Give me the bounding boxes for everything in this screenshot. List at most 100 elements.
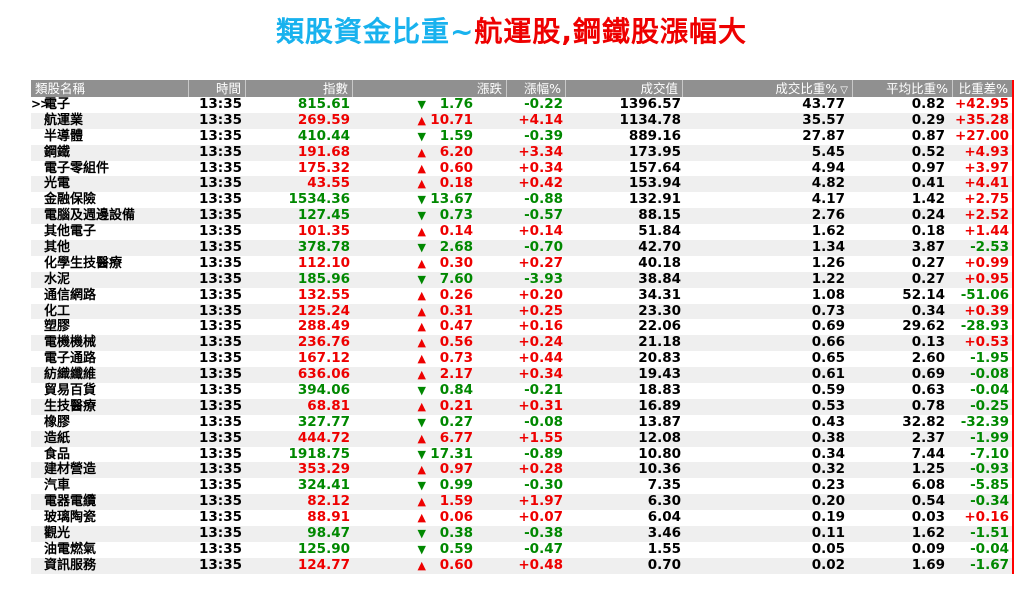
index-cell: 175.32	[297, 159, 350, 176]
weight-diff-cell: -51.06	[960, 286, 1009, 303]
table-row[interactable]: 水泥 13:35 185.96 ▼ 7.60 -3.93 38.84 1.22 0.27 +0.9…	[31, 270, 1012, 288]
sector-name-cell[interactable]: 鋼鐵	[31, 145, 189, 161]
table-row[interactable]: 造紙 13:35 444.72 ▲ 6.77 +1.55 12.08 0.38 2.37 -1.9…	[31, 430, 1012, 447]
weight-cell: 1.34	[811, 239, 845, 256]
sector-name-cell[interactable]: 光電	[31, 176, 189, 192]
sector-name-cell[interactable]: 觀光	[31, 526, 189, 542]
change-value: 0.73	[439, 207, 473, 224]
sector-name-cell[interactable]: 貿易百貨	[31, 383, 189, 399]
up-triangle-icon: ▲	[417, 161, 426, 175]
index-cell: 101.35	[297, 223, 350, 240]
table-row[interactable]: 油電燃氣 13:35 125.90 ▼ 0.59 -0.47 1.55 0.05 0.09 -0.…	[31, 540, 1012, 558]
col-header-index[interactable]: 指數	[246, 80, 353, 97]
change-cell: ▲ 0.56	[353, 334, 507, 351]
sector-name-cell[interactable]: 電子零組件	[31, 161, 189, 177]
value-cell: 153.94	[628, 175, 681, 192]
sector-name-cell[interactable]: 通信網路	[31, 288, 189, 304]
table-row[interactable]: 其他電子 13:35 101.35 ▲ 0.14 +0.14 51.84 1.62 0.18 +1…	[31, 223, 1012, 241]
index-cell: 324.41	[297, 477, 350, 494]
table-row[interactable]: >>電子 13:35 815.61 ▼ 1.76 -0.22 1396.57 43.77 0.8…	[31, 96, 1012, 113]
col-header-avg-weight[interactable]: 平均比重%	[853, 80, 953, 97]
col-header-change-pct[interactable]: 漲幅%	[507, 80, 566, 97]
col-header-change[interactable]: 漲跌	[353, 80, 507, 97]
table-row[interactable]: 電機機械 13:35 236.76 ▲ 0.56 +0.24 21.18 0.66 0.13 +0…	[31, 334, 1012, 352]
table-row[interactable]: 其他 13:35 378.78 ▼ 2.68 -0.70 42.70 1.34 3.87 -2.5…	[31, 239, 1012, 256]
col-header-sector-name[interactable]: 類股名稱	[31, 80, 189, 97]
sort-descending-icon[interactable]: ▽	[840, 85, 848, 96]
sector-name: 化學生技醫療	[44, 255, 123, 271]
sector-name-cell[interactable]: 電機機械	[31, 335, 189, 351]
sector-name-cell[interactable]: 造紙	[31, 431, 189, 447]
sector-name-cell[interactable]: 化學生技醫療	[31, 256, 189, 272]
value-cell: 7.35	[647, 477, 681, 494]
table-row[interactable]: 貿易百貨 13:35 394.06 ▼ 0.84 -0.21 18.83 0.59 0.63 -0…	[31, 382, 1012, 399]
table-row[interactable]: 航運業 13:35 269.59 ▲ 10.71 +4.14 1134.78 35.57 0.2…	[31, 111, 1012, 129]
sector-name-cell[interactable]: 紡織纖維	[31, 367, 189, 383]
weight-cell: 0.65	[811, 350, 845, 367]
value-cell: 40.18	[638, 254, 681, 271]
table-row[interactable]: 電器電纜 13:35 82.12 ▲ 1.59 +1.97 6.30 0.20 0.54 -0.3…	[31, 493, 1012, 511]
sector-name-cell[interactable]: 食品	[31, 447, 189, 463]
table-row[interactable]: 生技醫療 13:35 68.81 ▲ 0.21 +0.31 16.89 0.53 0.78 -0.…	[31, 398, 1012, 415]
value-cell: 19.43	[638, 366, 681, 383]
index-cell: 132.55	[297, 286, 350, 303]
col-header-value[interactable]: 成交值	[566, 80, 683, 97]
table-row[interactable]: 橡膠 13:35 327.77 ▼ 0.27 -0.08 13.87 0.43 32.82 -32…	[31, 413, 1012, 431]
sector-name-cell[interactable]: 建材營造	[31, 462, 189, 478]
table-row[interactable]: 塑膠 13:35 288.49 ▲ 0.47 +0.16 22.06 0.69 29.62 -28…	[31, 319, 1012, 336]
change-pct-cell: -0.47	[524, 540, 563, 557]
sector-name-cell[interactable]: 塑膠	[31, 319, 189, 335]
sector-name-cell[interactable]: 化工	[31, 304, 189, 320]
sector-name-cell[interactable]: >>電子	[31, 97, 189, 113]
weight-diff-cell: -1.95	[970, 350, 1009, 367]
table-row[interactable]: 電子零組件 13:35 175.32 ▲ 0.60 +0.34 157.64 4.94 0.97…	[31, 159, 1012, 177]
sector-name-cell[interactable]: 電器電纜	[31, 494, 189, 510]
sector-name-cell[interactable]: 資訊服務	[31, 558, 189, 574]
sector-name-cell[interactable]: 其他電子	[31, 224, 189, 240]
sector-name-cell[interactable]: 油電燃氣	[31, 542, 189, 558]
weight-cell: 4.17	[811, 191, 845, 208]
table-row[interactable]: 化工 13:35 125.24 ▲ 0.31 +0.25 23.30 0.73 0.34 +0.3…	[31, 302, 1012, 320]
sector-name-cell[interactable]: 半導體	[31, 129, 189, 145]
change-pct-cell: +0.20	[518, 286, 563, 303]
table-row[interactable]: 化學生技醫療 13:35 112.10 ▲ 0.30 +0.27 40.18 1.26 0.27…	[31, 254, 1012, 272]
table-row[interactable]: 觀光 13:35 98.47 ▼ 0.38 -0.38 3.46 0.11 1.62 -1.51	[31, 525, 1012, 542]
weight-cell: 0.73	[811, 302, 845, 319]
change-value: 7.60	[439, 270, 473, 287]
table-row[interactable]: 紡織纖維 13:35 636.06 ▲ 2.17 +0.34 19.43 0.61 0.69 -0…	[31, 366, 1012, 384]
table-row[interactable]: 半導體 13:35 410.44 ▼ 1.59 -0.39 889.16 27.87 0.87 +…	[31, 128, 1012, 145]
change-cell: ▲ 0.30	[353, 255, 507, 272]
table-row[interactable]: 鋼鐵 13:35 191.68 ▲ 6.20 +3.34 173.95 5.45 0.52 +4.…	[31, 143, 1012, 161]
table-row[interactable]: 電腦及週邊設備 13:35 127.45 ▼ 0.73 -0.57 88.15 2.76 0.2…	[31, 207, 1012, 225]
change-value: 0.99	[439, 477, 473, 494]
col-header-weight[interactable]: 成交比重% ▽	[683, 80, 853, 97]
sector-name-cell[interactable]: 玻璃陶瓷	[31, 510, 189, 526]
sector-name-cell[interactable]: 金融保險	[31, 192, 189, 208]
sector-name-cell[interactable]: 橡膠	[31, 415, 189, 431]
avg-weight-cell: 2.60	[911, 350, 945, 367]
table-row[interactable]: 玻璃陶瓷 13:35 88.91 ▲ 0.06 +0.07 6.04 0.19 0.03 +0.1…	[31, 509, 1012, 527]
sector-name-cell[interactable]: 水泥	[31, 272, 189, 288]
col-header-time[interactable]: 時間	[189, 80, 246, 97]
table-row[interactable]: 通信網路 13:35 132.55 ▲ 0.26 +0.20 34.31 1.08 52.14-…	[31, 286, 1012, 304]
table-row[interactable]: 資訊服務 13:35 124.77 ▲ 0.60 +0.48 0.70 0.02 1.69 -1.…	[31, 557, 1012, 574]
sector-name-cell[interactable]: 電子通路	[31, 351, 189, 367]
change-pct-cell: +0.27	[518, 254, 563, 271]
table-row[interactable]: 汽車 13:35 324.41 ▼ 0.99 -0.30 7.35 0.23 6.08 -5.85	[31, 477, 1012, 495]
table-row[interactable]: 建材營造 13:35 353.29 ▲ 0.97 +0.28 10.36 0.32 1.25 -0…	[31, 462, 1012, 479]
avg-weight-cell: 0.52	[911, 143, 945, 160]
weight-diff-cell: +2.75	[964, 191, 1009, 208]
table-row[interactable]: 光電 13:35 43.55 ▲ 0.18 +0.42 153.94 4.82 0.41 +4.4…	[31, 175, 1012, 193]
sector-name-cell[interactable]: 電腦及週邊設備	[31, 208, 189, 224]
table-row[interactable]: 金融保險 13:35 1534.36 ▼ 13.67 -0.88 132.91 4.17 1.4…	[31, 191, 1012, 209]
sector-name-cell[interactable]: 航運業	[31, 113, 189, 129]
sector-name-cell[interactable]: 生技醫療	[31, 399, 189, 415]
table-row[interactable]: 電子通路 13:35 167.12 ▲ 0.73 +0.44 20.83 0.65 2.60 -1…	[31, 350, 1012, 368]
sector-name-cell[interactable]: 其他	[31, 240, 189, 256]
change-value: 10.71	[430, 111, 473, 128]
index-cell: 327.77	[297, 413, 350, 430]
change-value: 0.06	[439, 509, 473, 526]
table-row[interactable]: 食品 13:35 1918.75 ▼ 17.31 -0.89 10.80 0.34 7.44 -7…	[31, 446, 1012, 463]
col-header-weight-diff[interactable]: 比重差%	[958, 81, 1008, 96]
sector-name-cell[interactable]: 汽車	[31, 478, 189, 494]
